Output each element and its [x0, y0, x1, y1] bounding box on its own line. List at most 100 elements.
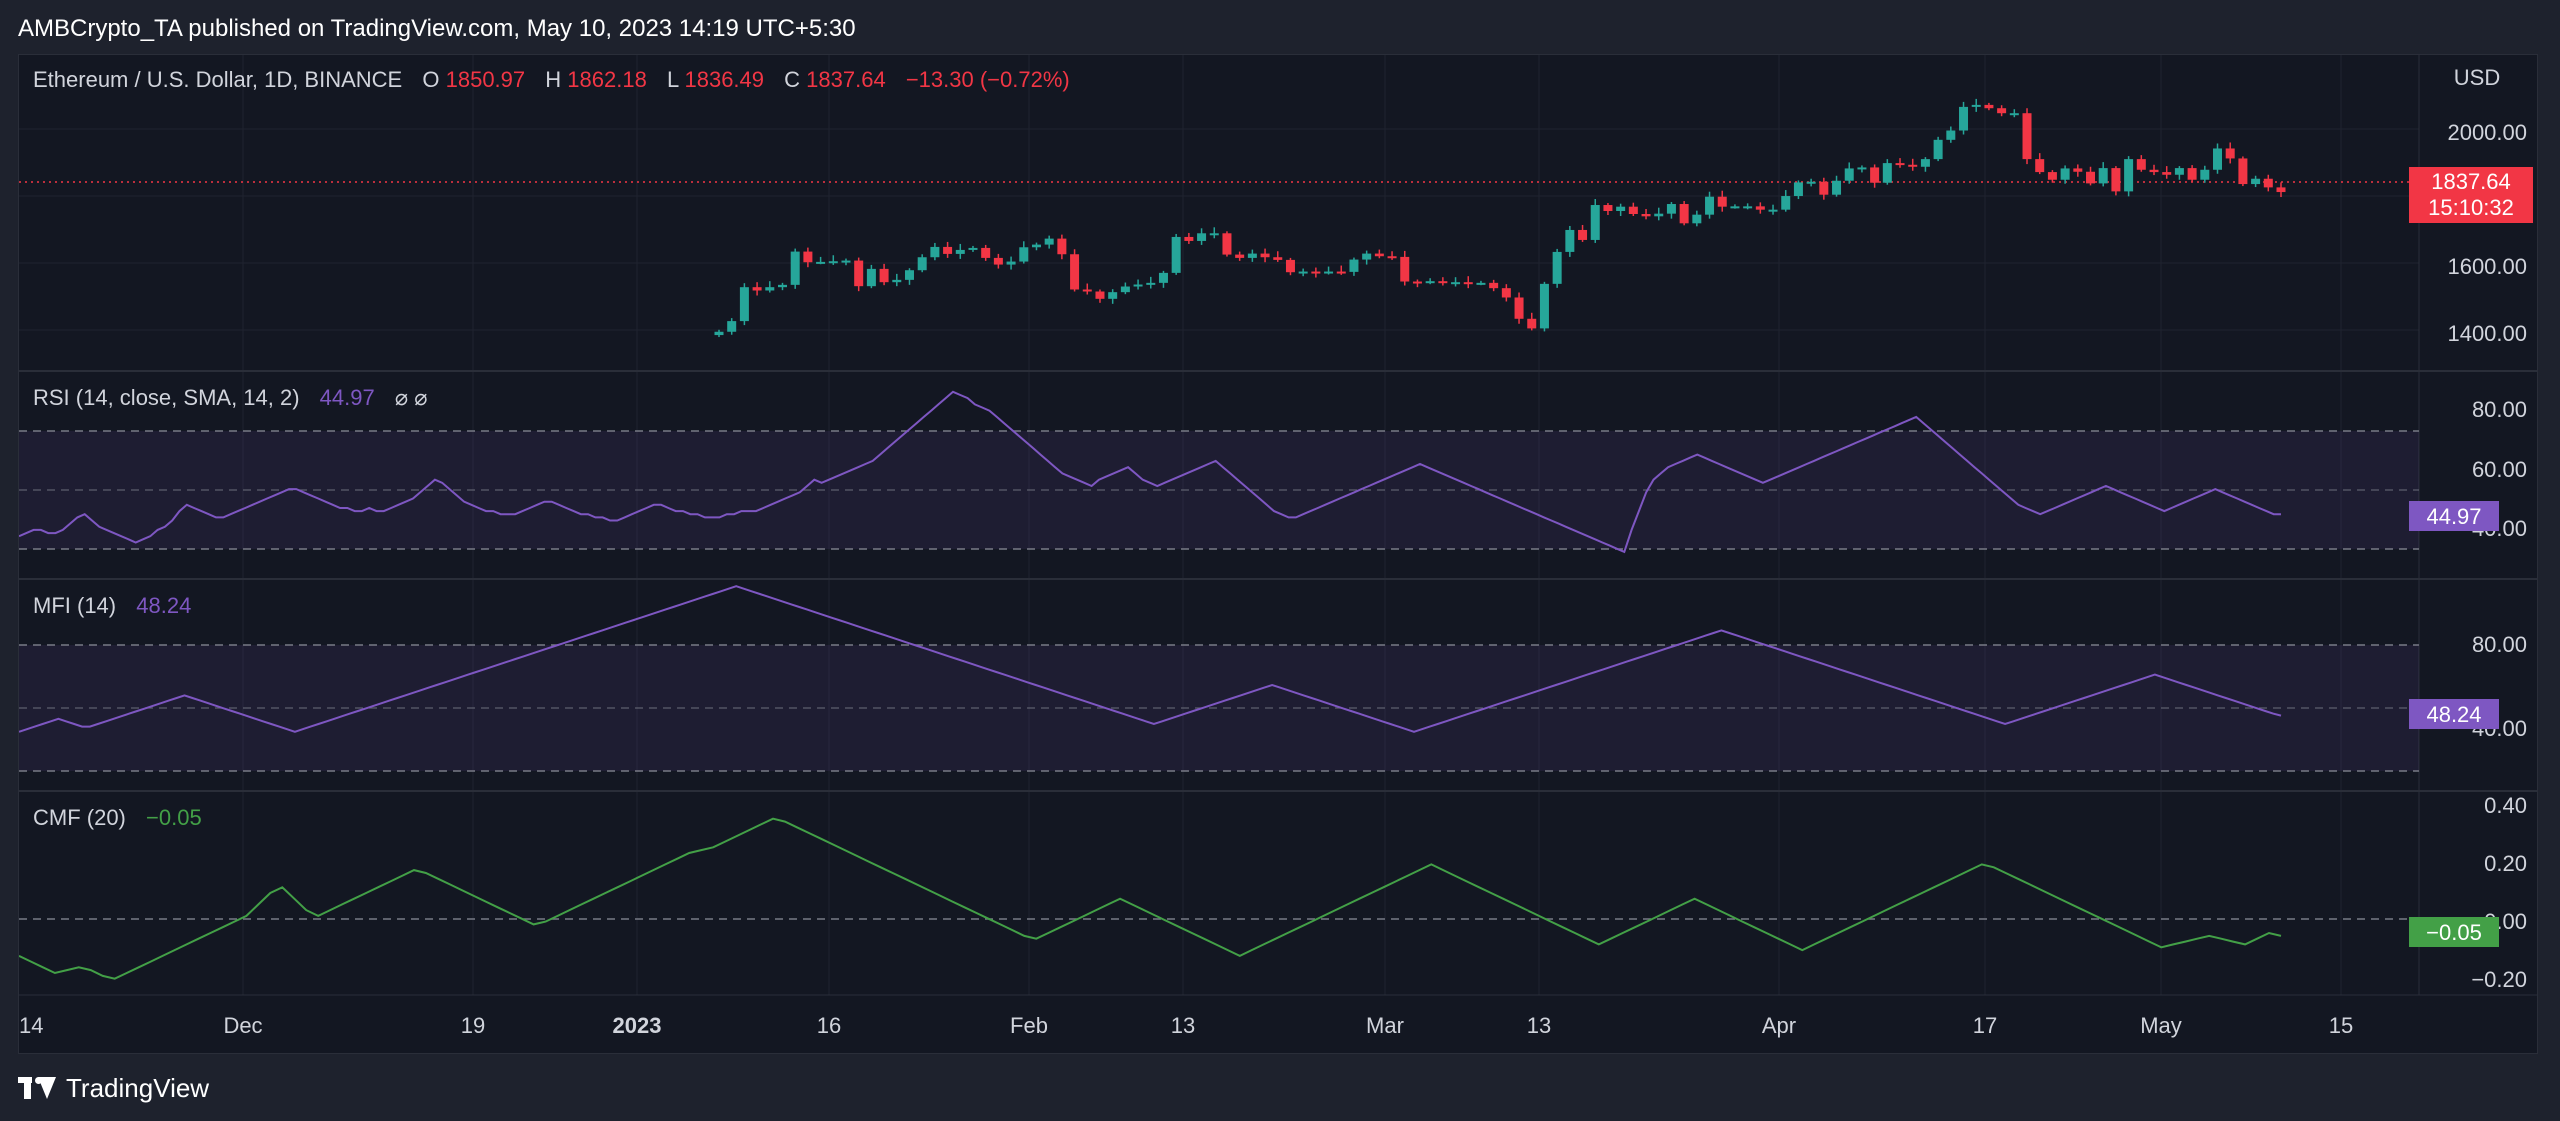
candle-body[interactable] [1883, 163, 1892, 183]
candle-body[interactable] [1083, 290, 1092, 292]
candle-body[interactable] [1464, 282, 1473, 284]
candle-body[interactable] [1349, 260, 1358, 272]
candle-body[interactable] [1870, 167, 1879, 182]
candle-body[interactable] [1934, 140, 1943, 159]
candle-body[interactable] [2238, 158, 2247, 184]
candle-body[interactable] [1261, 254, 1270, 258]
candle-body[interactable] [905, 270, 914, 280]
candle-body[interactable] [1032, 245, 1041, 248]
candle-body[interactable] [778, 285, 787, 287]
candle-body[interactable] [1426, 281, 1435, 283]
candle-body[interactable] [1108, 292, 1117, 299]
chart-frame[interactable]: Ethereum / U.S. Dollar, 1D, BINANCE O 18… [18, 54, 2538, 1054]
candle-body[interactable] [930, 247, 939, 257]
candle-body[interactable] [1197, 233, 1206, 241]
candle-body[interactable] [854, 261, 863, 287]
candle-body[interactable] [1578, 230, 1587, 240]
candle-body[interactable] [2162, 172, 2171, 175]
candle-body[interactable] [2188, 168, 2197, 180]
candle-body[interactable] [1845, 168, 1854, 180]
candle-body[interactable] [727, 321, 736, 332]
candle-body[interactable] [1070, 254, 1079, 289]
candle-body[interactable] [1756, 206, 1765, 209]
candle-body[interactable] [968, 248, 977, 250]
candle-body[interactable] [2226, 148, 2235, 158]
candle-body[interactable] [2086, 172, 2095, 184]
candle-body[interactable] [1984, 105, 1993, 108]
candle-body[interactable] [1311, 272, 1320, 274]
candle-body[interactable] [1159, 273, 1168, 283]
candle-body[interactable] [1807, 182, 1816, 184]
candle-body[interactable] [765, 287, 774, 290]
candle-body[interactable] [1146, 283, 1155, 285]
candle-body[interactable] [2124, 159, 2133, 191]
candle-body[interactable] [2200, 170, 2209, 180]
candle-body[interactable] [1210, 233, 1219, 235]
candle-body[interactable] [829, 261, 838, 263]
candle-body[interactable] [1718, 197, 1727, 207]
candle-body[interactable] [1603, 205, 1612, 211]
candle-body[interactable] [1921, 159, 1930, 167]
candle-body[interactable] [2061, 168, 2070, 179]
candle-body[interactable] [1057, 239, 1066, 255]
candle-body[interactable] [1781, 196, 1790, 210]
candle-body[interactable] [1896, 163, 1905, 165]
candle-body[interactable] [1591, 205, 1600, 240]
candle-body[interactable] [1997, 108, 2006, 113]
candle-body[interactable] [791, 252, 800, 285]
candle-body[interactable] [1438, 281, 1447, 283]
candle-body[interactable] [841, 261, 850, 263]
candle-body[interactable] [1375, 254, 1384, 257]
candle-body[interactable] [1857, 167, 1866, 169]
candle-body[interactable] [2150, 170, 2159, 172]
candle-body[interactable] [2277, 187, 2286, 192]
candle-body[interactable] [1019, 247, 1028, 261]
candle-body[interactable] [1908, 165, 1917, 167]
candle-body[interactable] [1489, 283, 1498, 288]
candle-body[interactable] [994, 258, 1003, 265]
candle-body[interactable] [1629, 207, 1638, 214]
candle-body[interactable] [1705, 197, 1714, 215]
candle-body[interactable] [1134, 285, 1143, 287]
candle-body[interactable] [803, 252, 812, 263]
candle-body[interactable] [1832, 181, 1841, 195]
candle-body[interactable] [1819, 182, 1828, 195]
candle-body[interactable] [1642, 214, 1651, 216]
candle-body[interactable] [1400, 257, 1409, 282]
candle-body[interactable] [1692, 215, 1701, 224]
candle-body[interactable] [1286, 260, 1295, 272]
candle-body[interactable] [1121, 287, 1130, 293]
candle-body[interactable] [1743, 206, 1752, 208]
candle-body[interactable] [1451, 282, 1460, 284]
chart-canvas[interactable]: Ethereum / U.S. Dollar, 1D, BINANCE O 18… [19, 55, 2537, 1053]
candle-body[interactable] [1972, 105, 1981, 107]
candle-body[interactable] [1540, 284, 1549, 329]
tradingview-footer[interactable]: TradingView [18, 1068, 209, 1108]
candle-body[interactable] [867, 269, 876, 286]
candle-body[interactable] [2213, 148, 2222, 169]
candle-body[interactable] [715, 332, 724, 335]
candle-body[interactable] [1337, 272, 1346, 274]
candle-body[interactable] [2137, 159, 2146, 170]
candle-body[interactable] [2073, 168, 2082, 171]
candle-body[interactable] [1946, 131, 1955, 140]
candle-body[interactable] [2099, 168, 2108, 183]
candle-body[interactable] [1222, 233, 1231, 254]
candle-body[interactable] [1515, 297, 1524, 318]
cmf-line[interactable] [19, 819, 2281, 979]
candle-body[interactable] [1007, 262, 1016, 265]
candle-body[interactable] [1667, 204, 1676, 214]
candle-body[interactable] [1616, 207, 1625, 211]
candle-body[interactable] [1299, 272, 1308, 274]
candle-body[interactable] [1273, 257, 1282, 260]
candle-body[interactable] [1248, 254, 1257, 258]
candle-body[interactable] [2023, 113, 2032, 159]
candle-body[interactable] [1502, 288, 1511, 297]
candle-body[interactable] [2251, 179, 2260, 184]
candle-body[interactable] [1730, 206, 1739, 208]
candle-body[interactable] [1794, 182, 1803, 196]
candle-body[interactable] [2010, 113, 2019, 115]
candle-body[interactable] [2264, 179, 2273, 188]
candle-body[interactable] [1235, 255, 1244, 258]
candle-body[interactable] [918, 257, 927, 270]
